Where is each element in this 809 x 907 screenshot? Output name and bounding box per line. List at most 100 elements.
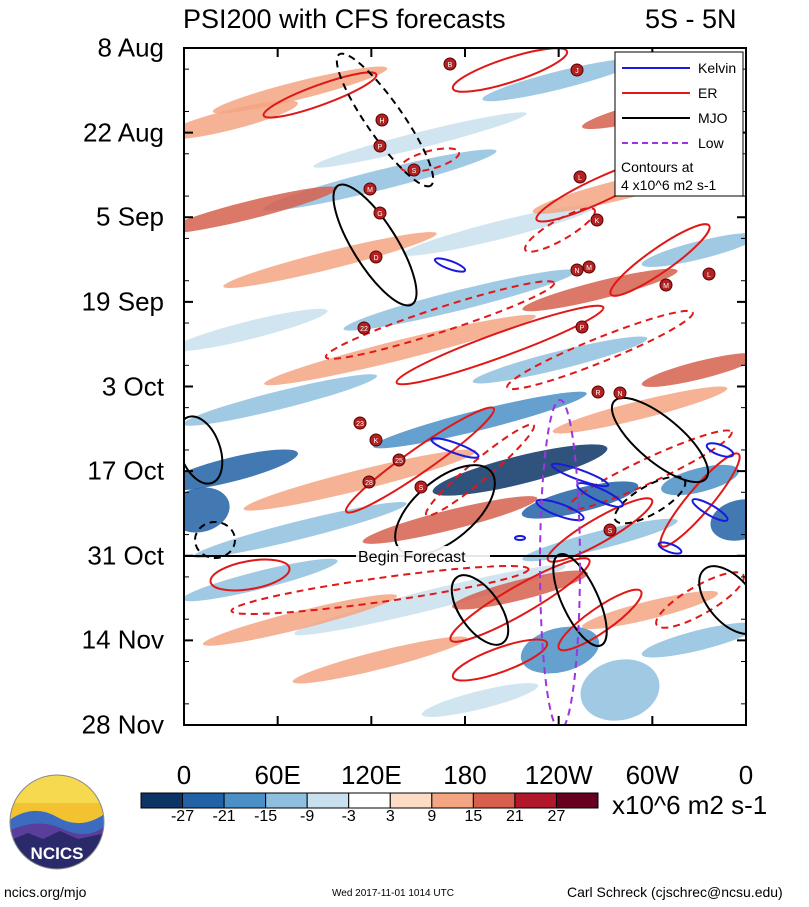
colorbar-tick-label: -9 (300, 808, 315, 825)
anomaly-patch (184, 186, 338, 234)
er-contour (395, 304, 605, 386)
storm-label: M (586, 265, 592, 272)
mjo-contour (335, 52, 435, 188)
er-contour (451, 48, 569, 93)
er-contour (424, 423, 536, 517)
storm-label: S (419, 485, 424, 492)
er-contour (344, 406, 496, 514)
colorbar-swatch (389, 792, 433, 809)
colorbar-swatch (348, 792, 391, 809)
storm-label: K (595, 218, 600, 225)
site-link[interactable]: ncics.org/mjo (4, 884, 87, 900)
anomaly-patch (212, 66, 388, 114)
anomaly-patch (264, 314, 536, 386)
x-tick-label: 60E (254, 760, 301, 790)
storm-label: R (595, 390, 600, 397)
x-tick-label: 0 (176, 760, 192, 790)
storm-label: 23 (356, 421, 364, 428)
storm-marker: G (373, 206, 387, 220)
storm-marker: 25 (392, 453, 406, 467)
anomaly-patch (184, 449, 298, 491)
y-tick-label: 19 Sep (81, 286, 164, 317)
storm-label: 28 (365, 480, 373, 487)
anomaly-patch (362, 496, 538, 544)
kelvin-contour (514, 535, 526, 541)
colorbar-tick-label: -3 (341, 808, 356, 825)
legend: Kelvin ER MJO Low Contours at 4 x10^6 m2 s-1 (614, 51, 744, 197)
er-contour (262, 71, 378, 119)
anomaly-patch (184, 100, 298, 140)
anomaly-patch (641, 233, 746, 267)
er-contour (609, 223, 711, 297)
storm-label: G (377, 211, 382, 218)
anomaly-patch (710, 499, 746, 541)
storm-marker: 23 (353, 416, 367, 430)
storm-marker: P (373, 139, 387, 153)
anomaly-patch (432, 444, 608, 496)
anomaly-patch (522, 518, 678, 562)
storm-marker: B (443, 57, 457, 71)
legend-label: Kelvin (698, 60, 736, 76)
ncics-logo: NCICS (8, 773, 106, 871)
anomaly-patch (294, 564, 566, 636)
er-contour (230, 564, 530, 616)
kelvin-contour (550, 462, 610, 488)
storm-label: K (374, 438, 379, 445)
storm-label: S (608, 528, 613, 535)
storm-marker: N (570, 263, 584, 277)
colorbar-swatch (182, 792, 225, 809)
mjo-contour (613, 475, 687, 525)
y-tick-label: 31 Oct (87, 540, 164, 571)
anomaly-patch (582, 590, 718, 630)
storm-marker: S (603, 523, 617, 537)
anomaly-patch (223, 231, 437, 289)
storm-marker: S (414, 480, 428, 494)
storm-marker: D (369, 250, 383, 264)
storm-marker: J (570, 63, 584, 77)
globe-icon: NCICS (9, 774, 105, 870)
er-contour (451, 638, 549, 682)
kelvin-contour (705, 442, 735, 458)
storm-label: L (707, 272, 711, 279)
colorbar-swatch (140, 792, 184, 809)
storm-label: N (574, 268, 579, 275)
anomaly-patch (580, 659, 660, 721)
y-tick-label: 8 Aug (97, 32, 164, 63)
storm-label: N (617, 391, 622, 398)
colorbar-tick-label: 21 (506, 808, 524, 825)
x-tick-label: 60W (625, 760, 680, 790)
storm-marker: N (613, 386, 627, 400)
colorbar-swatch (265, 792, 308, 809)
er-contour (506, 309, 694, 391)
y-tick-label: 22 Aug (83, 117, 164, 148)
colorbar-tick-label: 27 (547, 808, 566, 825)
storm-label: M (367, 187, 373, 194)
er-contour (546, 497, 654, 563)
colorbar-tick-label: 15 (464, 808, 483, 825)
mjo-contour (698, 565, 746, 635)
storm-marker: K (369, 433, 383, 447)
mjo-contour (194, 521, 236, 559)
storm-marker: M (582, 260, 596, 274)
mjo-contour (552, 553, 608, 647)
storm-marker: P (575, 320, 589, 334)
storm-marker: L (573, 170, 587, 184)
anomaly-patch (193, 501, 407, 559)
anomaly-patch (313, 112, 527, 168)
storm-label: 25 (395, 458, 403, 465)
kelvin-contour (433, 257, 467, 273)
colorbar-units: x10^6 m2 s-1 (612, 790, 768, 820)
colorbar-tick-label: -27 (170, 808, 195, 825)
anomaly-patch (402, 204, 598, 256)
anomaly-patch (521, 481, 639, 519)
er-contour (449, 557, 591, 643)
legend-label: ER (698, 85, 717, 101)
anomaly-patch (373, 391, 587, 449)
colorbar-swatch (306, 792, 350, 809)
anomaly-patch (661, 464, 739, 496)
y-tick-label: 3 Oct (101, 371, 164, 401)
er-contour (659, 452, 741, 548)
storm-marker: 28 (362, 475, 376, 489)
x-tick-label: 120W (524, 760, 593, 790)
